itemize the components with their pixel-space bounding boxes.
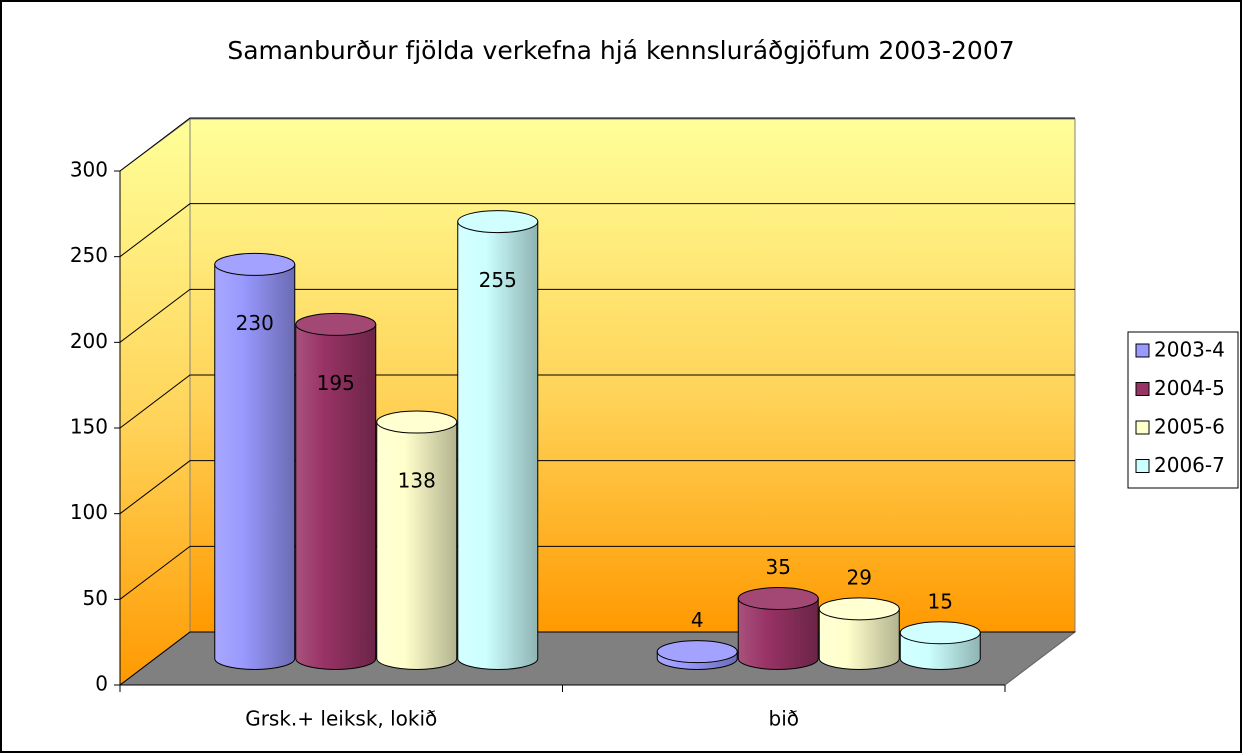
legend-swatch (1135, 420, 1150, 435)
data-label: 138 (398, 469, 436, 493)
cylinder (737, 587, 819, 670)
cylinder-body (214, 263, 296, 670)
cylinder-top (457, 210, 539, 234)
legend-label: 2006-7 (1154, 453, 1225, 477)
y-tick-label: 200 (70, 329, 108, 353)
cylinder (899, 621, 981, 670)
cylinder-top (656, 640, 738, 664)
cylinder-top (737, 587, 819, 611)
cylinder-top (818, 597, 900, 621)
y-tick-label: 250 (70, 243, 108, 267)
y-tick-label: 150 (70, 415, 108, 439)
cylinder-body (737, 598, 819, 670)
legend-label: 2005-6 (1154, 415, 1225, 439)
cylinder (214, 252, 296, 670)
data-label: 230 (236, 311, 274, 335)
cylinder (295, 312, 377, 670)
legend-swatch (1135, 382, 1150, 396)
data-label: 195 (317, 371, 355, 395)
data-label: 29 (847, 565, 872, 589)
x-tick-label: bið (769, 707, 800, 731)
grid-line (119, 460, 1075, 515)
y-tick-label: 100 (70, 500, 108, 524)
cylinder-body (457, 221, 539, 670)
y-tick-label: 50 (83, 586, 108, 610)
cylinder (656, 640, 738, 670)
chart-title: Samanburður fjölda verkefna hjá kennslur… (227, 36, 1014, 65)
cylinder (376, 410, 458, 670)
legend-swatch (1135, 459, 1150, 473)
cylinder-body (376, 421, 458, 670)
cylinder-body (295, 323, 377, 670)
cylinder-top (376, 410, 458, 434)
cylinder (818, 597, 900, 670)
cylinder (457, 210, 539, 670)
grid-line (119, 374, 1075, 429)
data-label: 4 (691, 608, 704, 632)
grid-line (119, 117, 1075, 172)
y-tick-label: 0 (95, 672, 108, 696)
y-tick-label: 300 (70, 158, 108, 182)
grid-line (119, 545, 1075, 600)
data-label: 255 (479, 268, 517, 292)
grid-line (119, 288, 1075, 343)
grid-line (119, 203, 1075, 258)
legend-label: 2003-4 (1154, 338, 1225, 362)
cylinder-top (899, 621, 981, 645)
legend-swatch (1135, 343, 1150, 358)
data-label: 15 (928, 589, 953, 613)
cylinder-top (295, 312, 377, 336)
x-tick-label: Grsk.+ leiksk, lokið (245, 707, 437, 731)
legend-label: 2004-5 (1154, 376, 1225, 400)
cylinder-body (818, 608, 900, 670)
cylinder-top (214, 252, 296, 276)
data-label: 35 (766, 555, 791, 579)
